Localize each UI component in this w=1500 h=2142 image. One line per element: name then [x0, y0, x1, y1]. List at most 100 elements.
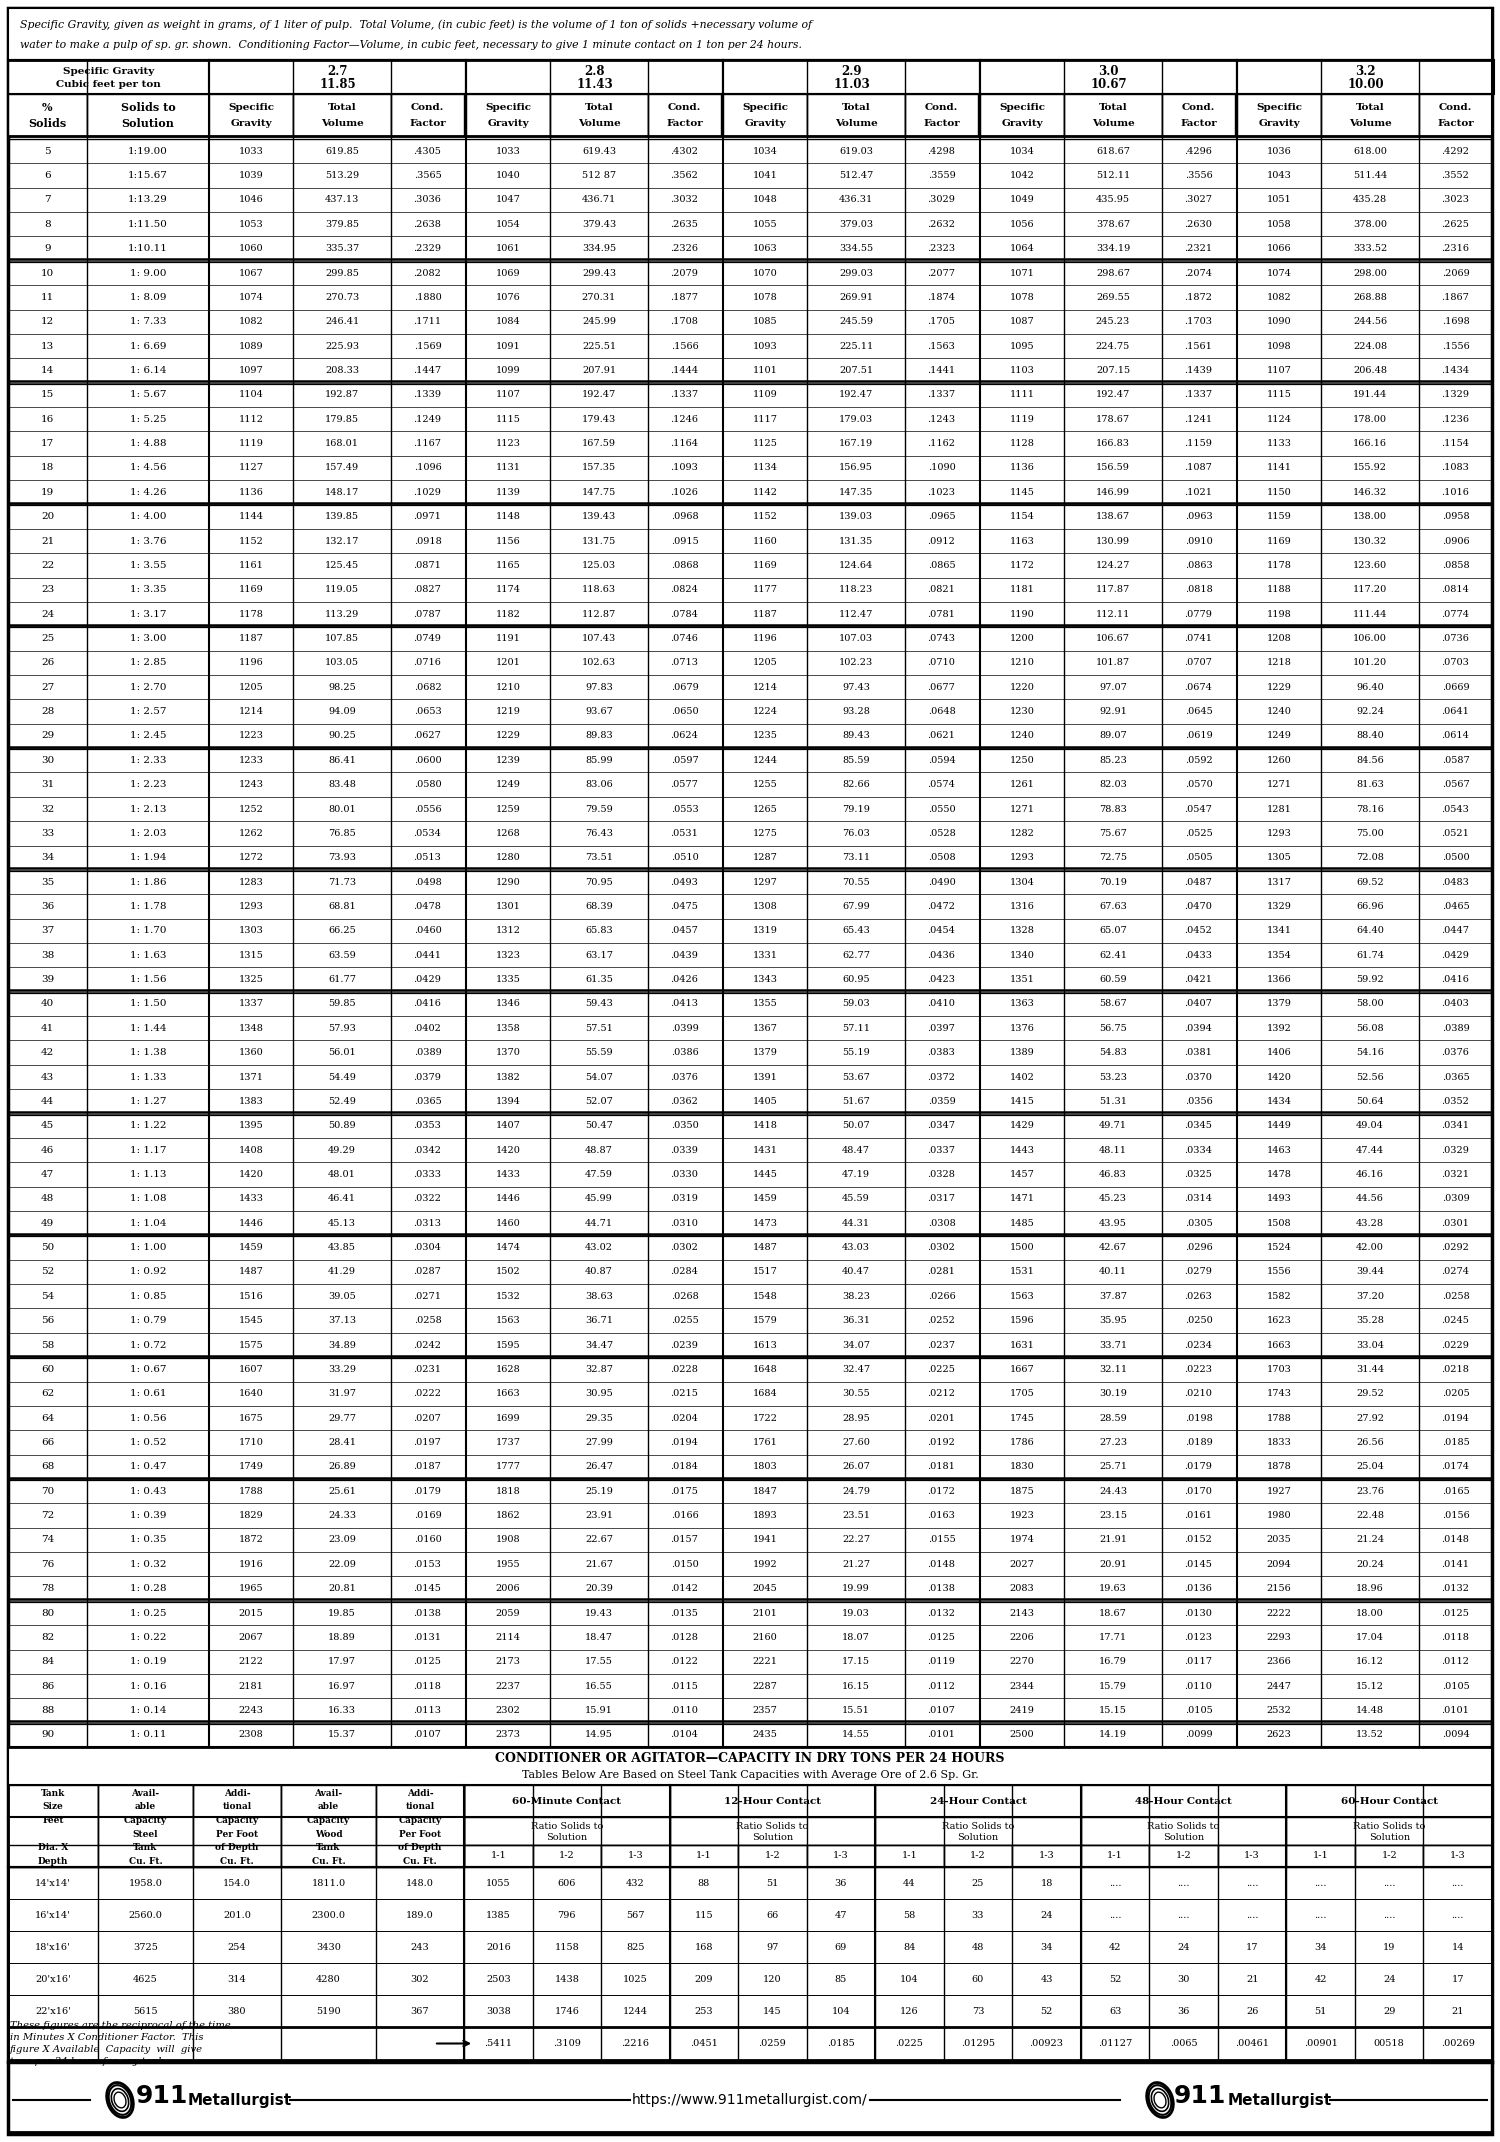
Text: .00923: .00923 [1029, 2039, 1063, 2048]
Text: .0500: .0500 [1442, 853, 1470, 863]
Text: 1260: 1260 [1266, 756, 1292, 765]
Bar [738, 1844, 807, 1868]
Text: .0818: .0818 [1185, 585, 1212, 593]
Text: 1: 2.57: 1: 2.57 [129, 707, 166, 715]
Text: 1893: 1893 [753, 1510, 777, 1521]
Text: Size: Size [42, 1801, 63, 1812]
Text: 1438: 1438 [555, 1975, 579, 1983]
Text: 67.63: 67.63 [1100, 902, 1126, 910]
Text: .0210: .0210 [1185, 1390, 1212, 1399]
Text: .0152: .0152 [1185, 1536, 1212, 1544]
Text: Factor: Factor [410, 120, 446, 129]
Text: .0508: .0508 [927, 853, 956, 863]
Text: .0341: .0341 [1442, 1120, 1470, 1131]
Bar [1238, 94, 1322, 135]
Text: .0619: .0619 [1185, 730, 1212, 741]
Text: 118.63: 118.63 [582, 585, 616, 593]
Text: .0784: .0784 [670, 610, 699, 619]
Text: .0107: .0107 [414, 1731, 441, 1739]
Text: 11: 11 [40, 293, 54, 302]
Text: 1119: 1119 [1010, 416, 1035, 424]
Text: .0645: .0645 [1185, 707, 1212, 715]
Text: .0136: .0136 [1185, 1585, 1212, 1594]
Text: Solids: Solids [28, 118, 66, 129]
Text: able: able [135, 1801, 156, 1812]
Text: .0107: .0107 [927, 1705, 956, 1716]
Text: 1473: 1473 [753, 1219, 777, 1227]
Text: 1: 2.33: 1: 2.33 [129, 756, 166, 765]
Text: .2630: .2630 [1185, 221, 1212, 229]
Bar [8, 60, 208, 94]
Text: 1: 0.32: 1: 0.32 [129, 1559, 166, 1568]
Text: 18.07: 18.07 [842, 1632, 870, 1643]
Text: 1078: 1078 [753, 293, 777, 302]
Text: 76.43: 76.43 [585, 829, 614, 838]
Text: .0263: .0263 [1185, 1292, 1212, 1300]
Text: 139.85: 139.85 [326, 512, 358, 521]
Bar [1013, 1844, 1082, 1868]
Text: .0621: .0621 [927, 730, 956, 741]
Text: Capacity: Capacity [308, 1816, 350, 1825]
Text: Wood: Wood [315, 1829, 342, 1838]
Text: 1: 1.86: 1: 1.86 [129, 878, 166, 887]
Text: 25: 25 [40, 634, 54, 643]
Text: 66.96: 66.96 [1356, 902, 1384, 910]
Text: 1385: 1385 [486, 1911, 510, 1919]
Text: 104: 104 [900, 1975, 920, 1983]
Text: tional: tional [405, 1801, 435, 1812]
Text: 48: 48 [40, 1195, 54, 1204]
Text: 1: 0.61: 1: 0.61 [129, 1390, 166, 1399]
Text: 1214: 1214 [238, 707, 264, 715]
Text: 1187: 1187 [238, 634, 264, 643]
Text: .0567: .0567 [1442, 780, 1470, 788]
Text: 1500: 1500 [1010, 1242, 1035, 1253]
Text: 269.55: 269.55 [1096, 293, 1130, 302]
Text: 66.25: 66.25 [328, 925, 356, 936]
Text: 1319: 1319 [753, 925, 777, 936]
Text: Gravity: Gravity [230, 120, 272, 129]
Text: 1: 0.19: 1: 0.19 [129, 1658, 166, 1666]
Text: Solution: Solution [122, 118, 174, 129]
Text: 1346: 1346 [495, 1000, 520, 1009]
Text: 47.44: 47.44 [1356, 1146, 1384, 1155]
Text: .0746: .0746 [670, 634, 699, 643]
Text: .0439: .0439 [670, 951, 699, 960]
Text: 17.97: 17.97 [328, 1658, 356, 1666]
Text: .0493: .0493 [670, 878, 699, 887]
Text: 21.67: 21.67 [585, 1559, 614, 1568]
Text: .0112: .0112 [927, 1681, 956, 1690]
Text: 26.47: 26.47 [585, 1463, 614, 1472]
Text: 34.07: 34.07 [842, 1341, 870, 1349]
Text: 48.11: 48.11 [1100, 1146, 1126, 1155]
Text: .0475: .0475 [670, 902, 699, 910]
Text: 10: 10 [40, 268, 54, 278]
Text: 92.24: 92.24 [1356, 707, 1384, 715]
Text: 112.11: 112.11 [1096, 610, 1130, 619]
Text: 3.0: 3.0 [1098, 64, 1119, 77]
Text: .0454: .0454 [927, 925, 956, 936]
Text: .0386: .0386 [670, 1047, 699, 1058]
Text: .3029: .3029 [927, 195, 956, 203]
Bar [87, 94, 209, 135]
Bar [376, 1844, 464, 1868]
Text: 1039: 1039 [238, 171, 264, 180]
Text: 23.51: 23.51 [842, 1510, 870, 1521]
Text: .0125: .0125 [414, 1658, 441, 1666]
Text: 1531: 1531 [1010, 1268, 1035, 1277]
Text: ....: .... [1178, 1879, 1190, 1887]
Text: 30: 30 [40, 756, 54, 765]
Text: 88: 88 [40, 1705, 54, 1716]
Text: .0713: .0713 [670, 658, 699, 668]
Text: .1029: .1029 [414, 488, 441, 497]
Text: .0394: .0394 [1185, 1024, 1212, 1032]
Text: 1408: 1408 [238, 1146, 264, 1155]
Text: 4625: 4625 [134, 1975, 158, 1983]
Text: 1: 0.67: 1: 0.67 [129, 1364, 166, 1373]
Text: 16.33: 16.33 [328, 1705, 356, 1716]
Text: 23.76: 23.76 [1356, 1487, 1384, 1495]
Text: .0258: .0258 [414, 1315, 441, 1326]
Bar [1419, 94, 1492, 135]
Bar [602, 1844, 669, 1868]
Text: .0287: .0287 [414, 1268, 441, 1277]
Text: 1293: 1293 [1266, 829, 1292, 838]
